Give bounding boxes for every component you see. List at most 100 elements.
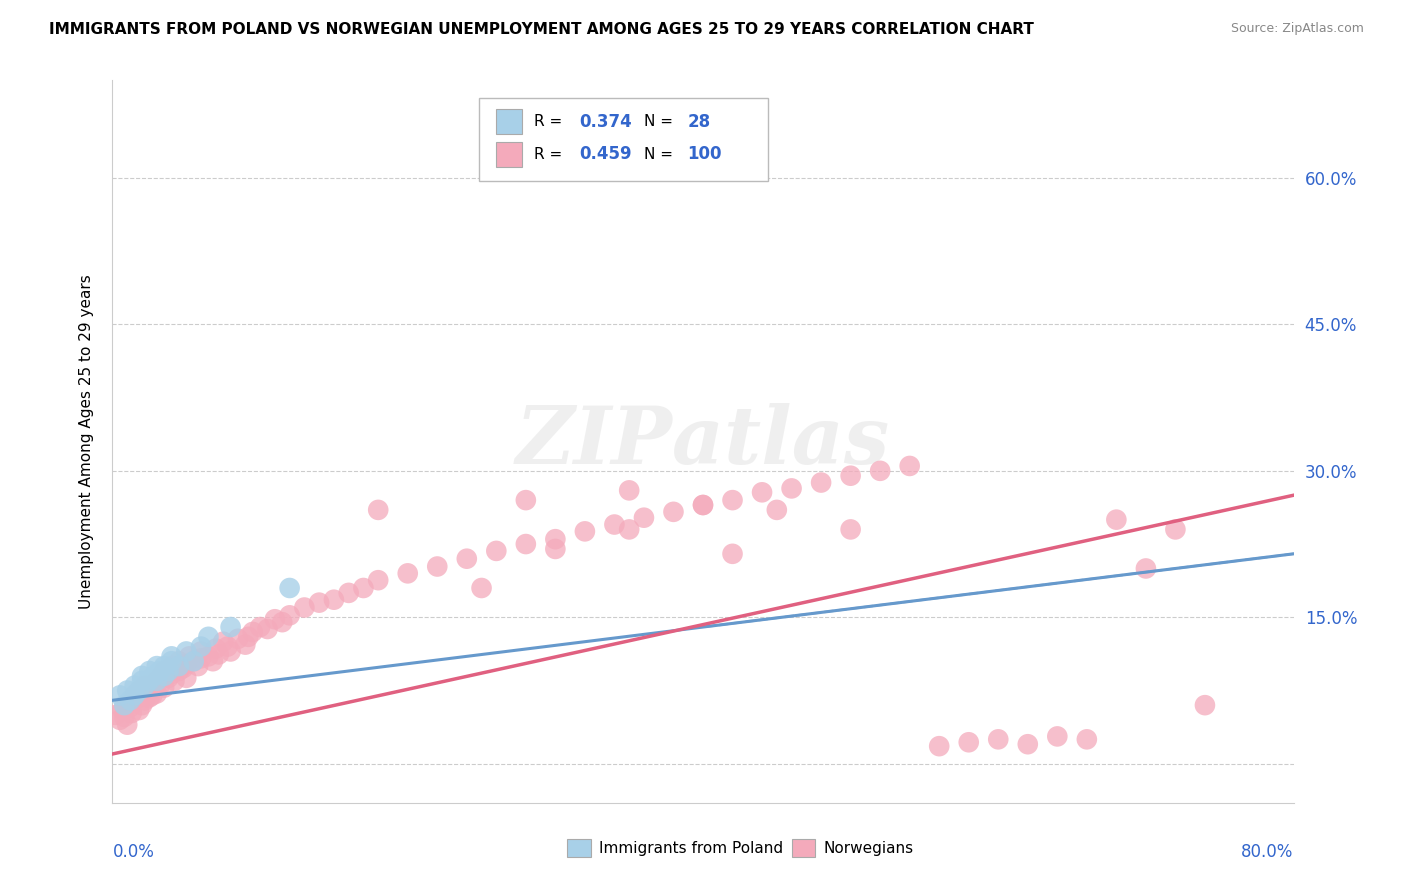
- Point: [120, 693, 142, 707]
- Point: [138, 673, 160, 688]
- Point: [153, 681, 176, 695]
- Point: [470, 581, 494, 595]
- Point: [1135, 561, 1157, 575]
- Point: [174, 671, 197, 685]
- Point: [249, 620, 271, 634]
- Point: [167, 654, 190, 668]
- Point: [1076, 732, 1098, 747]
- Point: [128, 683, 150, 698]
- Point: [190, 644, 212, 658]
- Point: [108, 713, 131, 727]
- Point: [142, 681, 165, 695]
- Text: Source: ZipAtlas.com: Source: ZipAtlas.com: [1230, 22, 1364, 36]
- Point: [179, 649, 201, 664]
- Point: [112, 698, 135, 713]
- Point: [217, 640, 239, 654]
- Point: [898, 458, 921, 473]
- Text: 100: 100: [688, 145, 723, 163]
- Point: [124, 693, 146, 707]
- Point: [264, 612, 287, 626]
- Point: [183, 654, 205, 668]
- Point: [352, 581, 374, 595]
- Point: [197, 649, 219, 664]
- Point: [242, 624, 264, 639]
- Point: [278, 608, 301, 623]
- Point: [142, 669, 165, 683]
- Point: [117, 698, 138, 713]
- Point: [212, 634, 235, 648]
- Text: N =: N =: [644, 114, 678, 129]
- Point: [271, 615, 294, 630]
- Point: [662, 505, 685, 519]
- Point: [226, 632, 249, 646]
- Point: [160, 654, 183, 668]
- Point: [515, 537, 537, 551]
- Point: [128, 683, 150, 698]
- Point: [839, 468, 862, 483]
- Point: [219, 644, 242, 658]
- Point: [163, 673, 186, 688]
- Point: [515, 493, 537, 508]
- Point: [367, 503, 389, 517]
- Point: [456, 551, 478, 566]
- Point: [987, 732, 1010, 747]
- Point: [138, 683, 160, 698]
- Point: [1164, 523, 1187, 537]
- Point: [323, 592, 346, 607]
- Point: [149, 664, 172, 678]
- Point: [153, 664, 176, 678]
- Point: [485, 544, 508, 558]
- Point: [839, 523, 862, 537]
- Point: [131, 698, 153, 713]
- Point: [574, 524, 596, 539]
- Text: N =: N =: [644, 147, 678, 161]
- Point: [219, 620, 242, 634]
- Point: [201, 654, 224, 668]
- FancyBboxPatch shape: [478, 98, 768, 181]
- Point: [174, 644, 197, 658]
- Point: [117, 683, 138, 698]
- Bar: [496, 109, 522, 135]
- Point: [134, 679, 156, 693]
- Bar: [496, 142, 522, 167]
- Text: IMMIGRANTS FROM POLAND VS NORWEGIAN UNEMPLOYMENT AMONG AGES 25 TO 29 YEARS CORRE: IMMIGRANTS FROM POLAND VS NORWEGIAN UNEM…: [49, 22, 1033, 37]
- Point: [120, 700, 142, 714]
- Point: [780, 482, 803, 496]
- Point: [174, 657, 197, 672]
- Point: [308, 596, 330, 610]
- Point: [766, 503, 789, 517]
- Point: [1017, 737, 1039, 751]
- Point: [256, 622, 278, 636]
- Point: [208, 648, 231, 662]
- Text: R =: R =: [534, 114, 567, 129]
- Point: [134, 693, 156, 707]
- Point: [157, 671, 180, 685]
- Point: [160, 659, 183, 673]
- Point: [167, 659, 190, 673]
- Text: R =: R =: [534, 147, 567, 161]
- Point: [104, 707, 127, 722]
- Point: [197, 630, 219, 644]
- Point: [278, 581, 301, 595]
- Point: [367, 573, 389, 587]
- Point: [153, 659, 176, 673]
- Point: [124, 689, 146, 703]
- Point: [138, 664, 160, 678]
- Point: [131, 689, 153, 703]
- Bar: [792, 838, 815, 857]
- Point: [131, 673, 153, 688]
- Text: 0.374: 0.374: [579, 112, 631, 131]
- Text: 80.0%: 80.0%: [1241, 843, 1294, 861]
- Point: [869, 464, 891, 478]
- Point: [692, 498, 714, 512]
- Point: [190, 640, 212, 654]
- Point: [721, 547, 744, 561]
- Point: [146, 659, 169, 673]
- Point: [190, 651, 212, 665]
- Point: [751, 485, 773, 500]
- Point: [172, 661, 194, 675]
- Point: [544, 541, 567, 556]
- Point: [153, 669, 176, 683]
- Bar: [567, 838, 591, 857]
- Point: [149, 679, 172, 693]
